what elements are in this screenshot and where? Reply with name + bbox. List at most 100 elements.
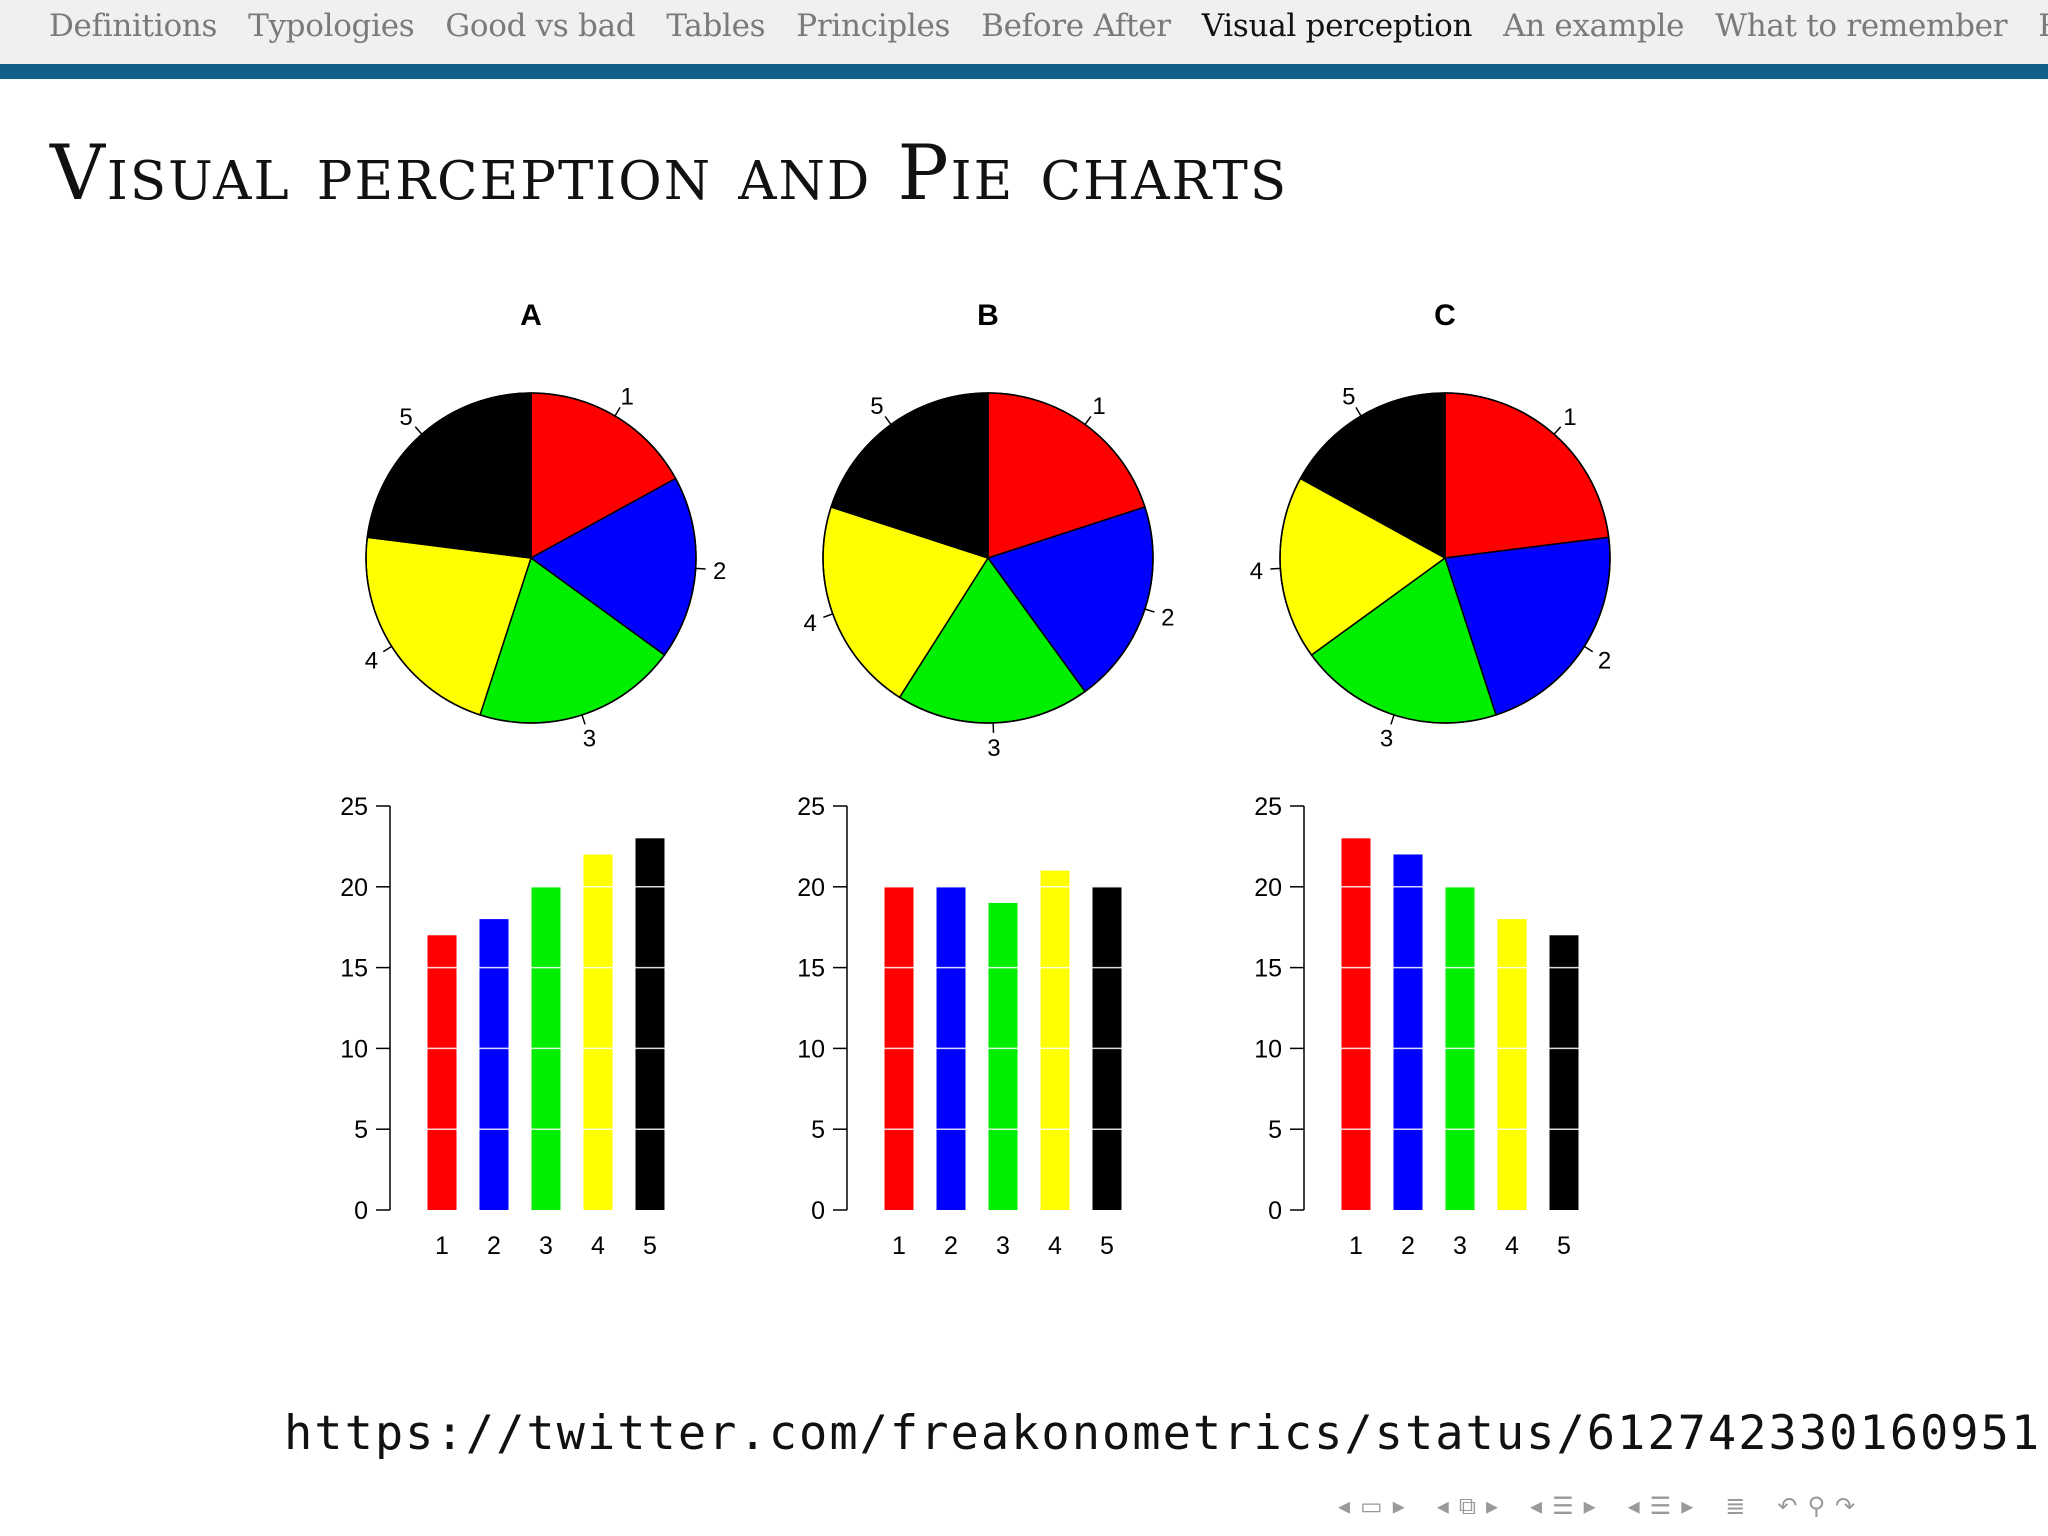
frame-icon[interactable]: ▭	[1360, 1492, 1383, 1520]
pie-slice-label: 4	[803, 610, 816, 637]
pie-label-tick	[1355, 406, 1362, 417]
bar-4	[1497, 919, 1527, 1210]
bar-chart-1: 0 5 10 15 20 25 1 2 3 4 5	[340, 793, 667, 1260]
pie-slice-label: 3	[1380, 726, 1393, 753]
presentation-icon[interactable]: ☰	[1649, 1492, 1672, 1520]
y-tick-label: 25	[340, 793, 368, 821]
pie-title: C	[1434, 299, 1456, 332]
x-tick-label: 5	[643, 1232, 657, 1260]
nav-right-arrow-icon[interactable]: ▸	[1485, 1492, 1499, 1520]
bar-1	[427, 935, 457, 1210]
bar-2	[479, 919, 509, 1210]
pie-slice-label: 4	[365, 647, 378, 674]
pie-outline	[1279, 392, 1611, 724]
nav-item-visual-perception[interactable]: Visual perception	[1201, 8, 1473, 44]
y-tick-label: 10	[340, 1035, 368, 1063]
x-tick-label: 2	[944, 1232, 958, 1260]
top-navigation-bar: Definitions Typologies Good vs bad Tables Pr…	[0, 0, 2048, 64]
source-link[interactable]: https://twitter.com/freakonometrics/stat…	[284, 1406, 2042, 1461]
navigation-divider	[0, 64, 2048, 79]
y-tick-label: 20	[797, 874, 825, 902]
pie-slice-5	[366, 392, 532, 559]
x-tick-label: 1	[435, 1232, 449, 1260]
pie-chart-a: A 1 2 3 4 5	[365, 299, 727, 753]
bar-5	[635, 838, 665, 1210]
x-tick-label: 2	[1401, 1232, 1415, 1260]
pie-slice-label: 1	[1092, 393, 1105, 420]
pie-label-tick	[414, 426, 423, 435]
y-tick-label: 5	[811, 1116, 825, 1144]
pie-slice-label: 2	[1598, 647, 1611, 674]
pie-label-tick	[1084, 415, 1092, 425]
bar-4	[583, 854, 613, 1210]
beamer-navigation-controls: ◂ ▭ ▸ ◂ ⧉ ▸ ◂ ☰ ▸ ◂ ☰ ▸ ≣ ↶ ⚲ ↷	[1338, 1488, 2038, 1524]
pie-chart-b: B 1 2 3 4 5	[803, 299, 1174, 762]
x-tick-label: 3	[1453, 1232, 1467, 1260]
pie-label-tick	[695, 567, 706, 570]
nav-right-arrow-icon[interactable]: ▸	[1583, 1492, 1596, 1520]
pie-label-tick	[1390, 714, 1395, 725]
y-tick-label: 20	[340, 874, 368, 902]
bar-1	[1341, 838, 1371, 1210]
pie-slice-label: 5	[399, 404, 412, 431]
bar-5	[1549, 935, 1579, 1210]
pie-slice-label: 3	[583, 726, 596, 753]
pie-slice-1	[1444, 392, 1610, 559]
pie-title: B	[977, 299, 999, 332]
pie-slice-label: 1	[1563, 404, 1576, 431]
subsection-icon[interactable]: ⧉	[1458, 1492, 1476, 1520]
x-tick-label: 1	[1349, 1232, 1363, 1260]
pie-slice-label: 3	[987, 735, 1000, 762]
nav-left-arrow-icon[interactable]: ◂	[1627, 1492, 1640, 1520]
bar-2	[1393, 854, 1423, 1210]
nav-item-what-to-remember[interactable]: What to remember	[1715, 8, 2008, 44]
back-icon[interactable]: ↶	[1777, 1492, 1798, 1520]
y-tick-label: 15	[340, 955, 368, 983]
pie-title: A	[520, 299, 542, 332]
x-tick-label: 1	[892, 1232, 906, 1260]
forward-icon[interactable]: ↷	[1835, 1492, 1856, 1520]
pie-vs-bar-figure: A 1 2 3 4 5 B 1 2 3 4 5 C 1 2 3 4 5 0 5 10 15 20 25 1 2 3 4 5 0 5 10 15 2…	[300, 280, 1660, 1290]
nav-item-definitions[interactable]: Definitions	[49, 8, 218, 44]
y-tick-label: 0	[811, 1197, 825, 1225]
nav-right-arrow-icon[interactable]: ▸	[1681, 1492, 1694, 1520]
y-tick-label: 0	[354, 1197, 368, 1225]
nav-item-before-after[interactable]: Before After	[981, 8, 1171, 44]
nav-item-typologies[interactable]: Typologies	[248, 8, 415, 44]
y-tick-label: 25	[797, 793, 825, 821]
nav-item-r-f-rences[interactable]: Références	[2038, 8, 2048, 44]
x-tick-label: 3	[996, 1232, 1010, 1260]
x-tick-label: 3	[539, 1232, 553, 1260]
pie-slice-label: 5	[1342, 383, 1355, 410]
section-icon[interactable]: ☰	[1552, 1492, 1574, 1520]
x-tick-label: 5	[1100, 1232, 1114, 1260]
y-tick-label: 20	[1254, 874, 1282, 902]
bar-4	[1040, 870, 1070, 1210]
pie-label-tick	[1553, 426, 1562, 435]
nav-right-arrow-icon[interactable]: ▸	[1392, 1492, 1405, 1520]
pie-slice-label: 4	[1250, 558, 1263, 585]
pie-outline	[365, 392, 697, 724]
x-tick-label: 5	[1557, 1232, 1571, 1260]
nav-left-arrow-icon[interactable]: ◂	[1338, 1492, 1351, 1520]
nav-item-good-vs-bad[interactable]: Good vs bad	[445, 8, 636, 44]
pie-label-tick	[1144, 608, 1155, 613]
nav-item-principles[interactable]: Principles	[796, 8, 951, 44]
pie-label-tick	[1270, 567, 1281, 570]
y-tick-label: 0	[1268, 1197, 1282, 1225]
nav-left-arrow-icon[interactable]: ◂	[1436, 1492, 1449, 1520]
pie-outline	[822, 392, 1154, 724]
nav-item-an-example[interactable]: An example	[1503, 8, 1685, 44]
appendix-icon[interactable]: ≣	[1725, 1492, 1746, 1520]
bar-3	[988, 902, 1018, 1210]
nav-left-arrow-icon[interactable]: ◂	[1530, 1492, 1543, 1520]
nav-item-tables[interactable]: Tables	[666, 8, 766, 44]
pie-label-tick	[614, 406, 621, 417]
y-tick-label: 10	[797, 1035, 825, 1063]
pie-label-tick	[581, 714, 586, 725]
bar-chart-3: 0 5 10 15 20 25 1 2 3 4 5	[1254, 793, 1581, 1260]
x-tick-label: 4	[1505, 1232, 1519, 1260]
pie-label-tick	[823, 613, 834, 618]
search-icon[interactable]: ⚲	[1807, 1492, 1826, 1520]
